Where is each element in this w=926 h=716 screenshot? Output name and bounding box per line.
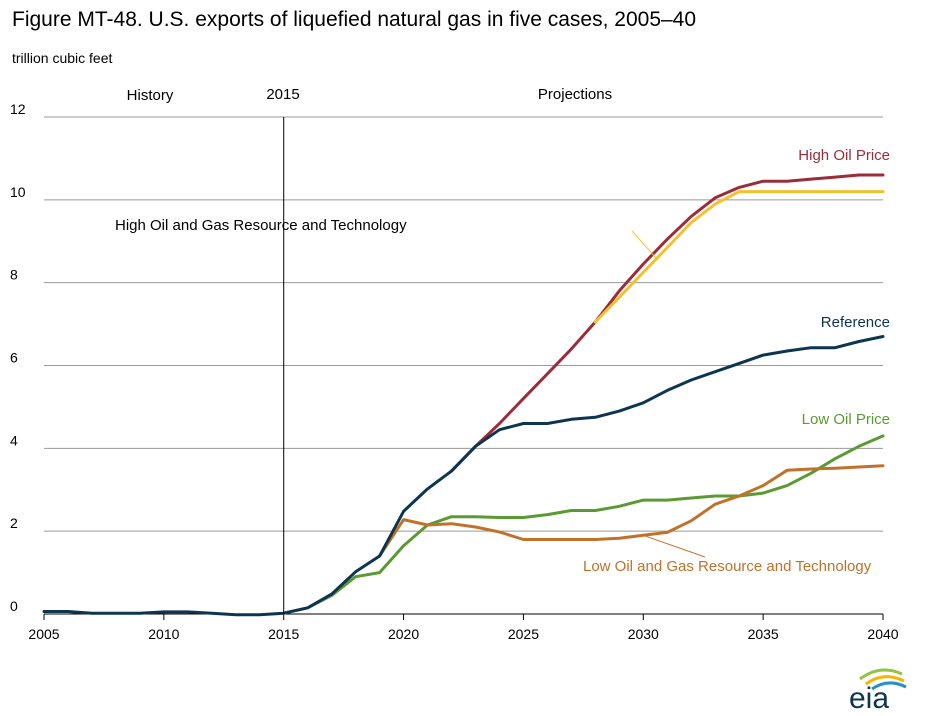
x-tick-label-2040: 2040: [867, 626, 898, 642]
x-axis-tick-labels: 2005 2010 2015 2020 2025 2030 2035 2040: [28, 614, 899, 642]
series-label-low-oil-price: Low Oil Price: [802, 411, 890, 428]
series-label-high-oil-price: High Oil Price: [798, 147, 890, 164]
y-tick-label-10: 10: [10, 184, 26, 200]
y-tick-label-12: 12: [10, 101, 26, 117]
x-tick-label-2020: 2020: [388, 626, 419, 642]
x-tick-label-2015: 2015: [268, 626, 299, 642]
y-tick-label-2: 2: [10, 515, 18, 531]
x-tick-label-2005: 2005: [28, 626, 59, 642]
chart-title: Figure MT-48. U.S. exports of liquefied …: [12, 8, 697, 31]
x-tick-label-2030: 2030: [628, 626, 659, 642]
projections-label: Projections: [538, 86, 612, 103]
series-line-high-resource: [593, 190, 885, 324]
y-tick-label-6: 6: [10, 350, 18, 366]
y-tick-label-0: 0: [10, 598, 18, 614]
series-line-high-oil-price: [450, 173, 885, 473]
eia-logo: eia: [849, 668, 907, 712]
series-labels: High Oil Price High Oil and Gas Resource …: [115, 147, 890, 575]
divider-year-label: 2015: [266, 86, 299, 103]
series-line-reference: [42, 335, 885, 617]
x-tick-label-2025: 2025: [508, 626, 539, 642]
y-axis-tick-labels: 0 2 4 6 8 10 12: [10, 101, 26, 614]
series-label-high-resource: High Oil and Gas Resource and Technology: [115, 217, 407, 234]
series-line-low-oil-price: [282, 434, 885, 615]
y-axis-units-label: trillion cubic feet: [12, 50, 113, 66]
gridlines: [44, 116, 883, 615]
history-label: History: [127, 87, 174, 104]
x-tick-label-2010: 2010: [148, 626, 179, 642]
series-label-reference: Reference: [821, 314, 890, 331]
series-line-low-resource: [378, 464, 885, 558]
series-lines: [42, 173, 885, 617]
x-tick-label-2035: 2035: [748, 626, 779, 642]
svg-text:eia: eia: [849, 682, 889, 712]
low-resource-leader-line: [643, 534, 706, 558]
high-resource-leader-line: [631, 230, 659, 261]
y-tick-label-8: 8: [10, 267, 18, 283]
series-label-low-resource: Low Oil and Gas Resource and Technology: [583, 558, 872, 575]
y-tick-label-4: 4: [10, 432, 18, 448]
